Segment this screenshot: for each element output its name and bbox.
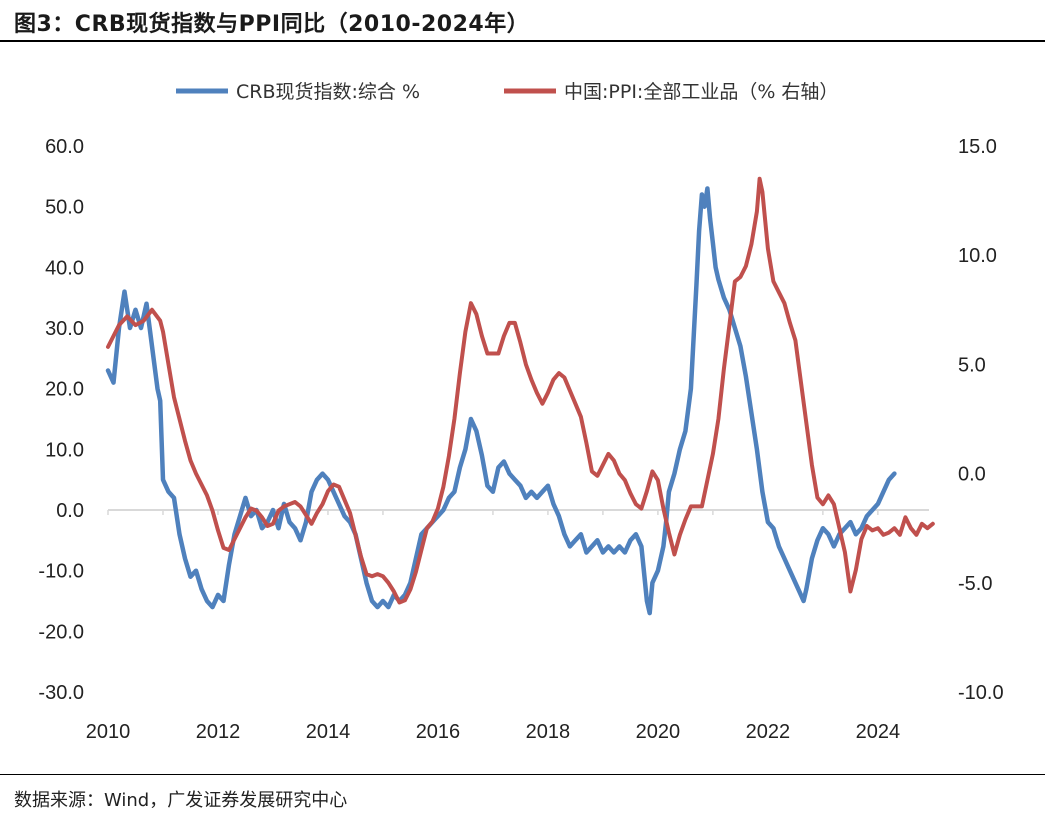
- crb-series-line: [105, 186, 897, 616]
- x-tick-label: 2010: [86, 721, 131, 743]
- source-divider: [0, 774, 1045, 775]
- x-tick-label: 2018: [526, 721, 571, 743]
- y-left-tick-label: 60.0: [45, 136, 84, 158]
- y-right-tick-label: 0.0: [958, 464, 986, 486]
- legend-crb-label: CRB现货指数:综合 %: [236, 81, 420, 103]
- source-note: 数据来源：Wind，广发证券发展研究中心: [14, 790, 348, 811]
- x-tick-label: 2014: [306, 721, 351, 743]
- title-divider: [0, 40, 1045, 42]
- y-left-tick-label: 20.0: [45, 379, 84, 401]
- y-left-tick-label: 10.0: [45, 439, 84, 461]
- y-left-tick-label: -30.0: [38, 682, 84, 704]
- y-right-tick-label: 5.0: [958, 354, 986, 376]
- y-left-tick-label: -10.0: [38, 561, 84, 583]
- y-right-tick-label: 10.0: [958, 245, 997, 267]
- legend-ppi-label: 中国:PPI:全部工业品（% 右轴）: [564, 81, 838, 103]
- y-left-tick-label: -20.0: [38, 621, 84, 643]
- ppi-series-line: [106, 176, 935, 605]
- y-left-tick-label: 30.0: [45, 318, 84, 340]
- y-right-tick-label: -10.0: [958, 682, 1004, 704]
- y-right-tick-label: -5.0: [958, 573, 992, 595]
- x-tick-label: 2020: [636, 721, 681, 743]
- chart-title: 图3：CRB现货指数与PPI同比（2010-2024年）: [14, 12, 530, 37]
- x-tick-label: 2024: [856, 721, 901, 743]
- y-left-tick-label: 50.0: [45, 197, 84, 219]
- y-right-tick-label: 15.0: [958, 136, 997, 158]
- y-left-tick-label: 0.0: [56, 500, 84, 522]
- x-tick-label: 2022: [746, 721, 791, 743]
- y-left-tick-label: 40.0: [45, 257, 84, 279]
- x-tick-label: 2012: [196, 721, 241, 743]
- x-tick-label: 2016: [416, 721, 461, 743]
